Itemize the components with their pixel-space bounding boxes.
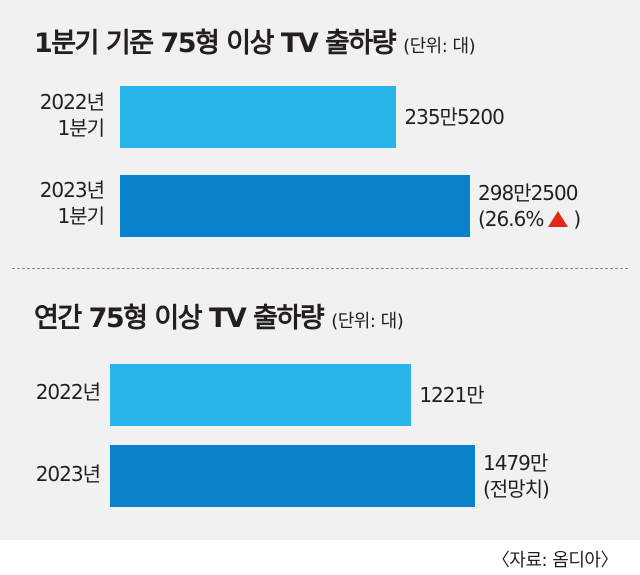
change-label: (26.6% ) [478, 206, 581, 232]
bar-2022-annual [110, 364, 412, 426]
up-triangle-icon [548, 211, 569, 227]
value-label: 1479만 [483, 451, 548, 475]
bar-2022-q1 [120, 86, 397, 148]
category-quarter: 1분기 [57, 204, 105, 228]
category-quarter: 1분기 [57, 116, 105, 140]
category-label: 2023년 [35, 462, 101, 486]
chart-title-annual: 연간 75형 이상 TV 출하량 (단위: 대) [34, 303, 404, 334]
category-label: 2022년 1분기 [20, 89, 105, 141]
forecast-note: (전망치) [483, 477, 550, 501]
change-close: ) [573, 207, 581, 231]
unit-note: (단위: 대) [403, 36, 476, 57]
section-divider [12, 268, 628, 269]
chart-title-text: 1분기 기준 75형 이상 TV 출하량 [34, 28, 397, 59]
value-label: 298만2500 [478, 181, 578, 205]
chart-title-text: 연간 75형 이상 TV 출하량 [34, 303, 325, 334]
value-label-group: 1479만 (전망치) [483, 450, 550, 502]
category-year: 2022년 [39, 90, 105, 114]
value-label: 1221만 [419, 383, 484, 407]
chart-title-quarterly: 1분기 기준 75형 이상 TV 출하량 (단위: 대) [34, 28, 476, 59]
bar-2023-q1 [120, 175, 470, 237]
category-label: 2023년 1분기 [20, 177, 105, 229]
value-label: 235만5200 [404, 105, 504, 129]
category-label: 2022년 [35, 380, 101, 404]
change-percent: (26.6% [478, 207, 544, 231]
category-year: 2023년 [39, 178, 105, 202]
unit-note: (단위: 대) [331, 311, 404, 332]
bar-2023-annual [110, 445, 475, 507]
source-note: 〈자료: 옴디아〉 [491, 550, 619, 571]
value-label-group: 298만2500 (26.6% ) [478, 180, 581, 232]
